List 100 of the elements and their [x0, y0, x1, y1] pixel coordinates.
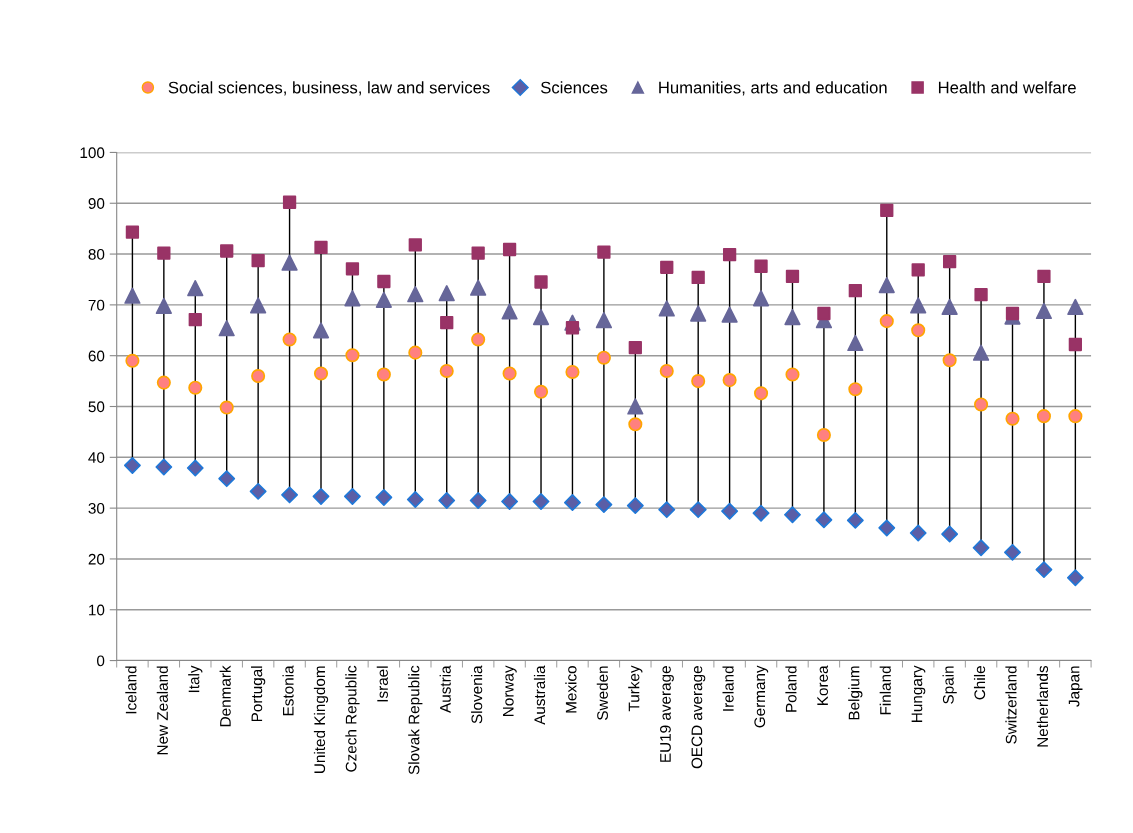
point: [752, 290, 770, 307]
point: [816, 427, 831, 443]
y-tick-label: 60: [88, 350, 105, 362]
point: [155, 458, 173, 476]
point: [941, 525, 959, 543]
point: [974, 397, 989, 412]
y-tick-label: 20: [88, 553, 105, 565]
x-tick-label: Slovak Republic: [408, 665, 423, 775]
x-tick-label: Australia: [533, 665, 546, 725]
point: [281, 486, 299, 504]
point: [345, 262, 360, 276]
point: [186, 459, 204, 477]
point: [470, 279, 487, 296]
x-tick-label: Poland: [785, 666, 797, 712]
point: [1035, 302, 1053, 320]
point: [532, 493, 550, 510]
point: [438, 492, 456, 509]
point: [251, 254, 265, 268]
point: [942, 353, 957, 368]
point: [911, 323, 926, 338]
point: [626, 497, 644, 515]
x-tick-label: Netherlands: [1036, 665, 1049, 747]
point: [157, 246, 171, 260]
point: [972, 344, 990, 361]
x-tick-label: Belgium: [848, 666, 863, 720]
point: [721, 502, 739, 520]
point: [785, 269, 800, 284]
x-tick-label: Korea: [817, 665, 829, 705]
point: [124, 287, 141, 304]
point: [376, 367, 391, 382]
point: [249, 482, 267, 500]
x-tick-label: Italy: [188, 665, 203, 693]
point: [314, 240, 328, 255]
legend-label: Humanities, arts and education: [659, 81, 887, 96]
x-tick-label: Switzerland: [1005, 666, 1017, 744]
point: [847, 334, 864, 352]
point: [408, 345, 423, 360]
point: [909, 524, 927, 542]
x-tick-label: Austria: [439, 665, 451, 713]
x-tick-label: Turkey: [628, 665, 643, 712]
point: [440, 316, 454, 330]
x-tick-label: Chile: [973, 666, 986, 700]
y-tick-label: 90: [88, 198, 105, 209]
point: [501, 303, 518, 320]
point: [784, 506, 801, 524]
legend-label: Social sciences, business, law and services: [168, 81, 490, 96]
point: [597, 245, 611, 259]
point: [564, 494, 581, 511]
point: [502, 366, 517, 381]
point: [1067, 298, 1084, 316]
x-tick-label: Estonia: [282, 665, 294, 716]
y-tick-label: 70: [88, 299, 105, 311]
point: [1005, 306, 1020, 321]
point: [377, 274, 391, 289]
point: [250, 297, 267, 314]
point: [218, 320, 235, 337]
point: [878, 519, 896, 537]
point: [1068, 409, 1083, 424]
point: [722, 373, 737, 388]
x-tick-label: Japan: [1068, 666, 1083, 707]
point: [343, 488, 361, 505]
x-tick-label: Mexico: [565, 666, 577, 713]
point: [188, 312, 202, 327]
point: [846, 511, 864, 529]
point: [660, 260, 674, 274]
point: [534, 275, 548, 289]
x-tick-label: Denmark: [219, 665, 231, 727]
point: [784, 308, 801, 326]
point: [628, 340, 642, 355]
point: [1068, 337, 1083, 352]
point: [690, 305, 707, 322]
point: [282, 195, 297, 209]
point: [375, 489, 393, 506]
point: [187, 279, 204, 297]
point: [721, 306, 738, 323]
point: [125, 353, 140, 368]
y-tick-label: 0: [96, 655, 105, 667]
legend-label: Health and welfare: [938, 81, 1076, 94]
point: [659, 363, 674, 378]
point: [406, 491, 424, 508]
x-tick-label: OECD average: [691, 666, 706, 769]
x-tick-label: United Kingdom: [313, 666, 329, 773]
x-tick-label: Finland: [879, 666, 891, 715]
y-tick-label: 100: [80, 147, 105, 159]
point: [879, 314, 894, 329]
x-tick-label: Portugal: [251, 666, 266, 722]
point: [817, 306, 831, 321]
point: [972, 539, 990, 557]
point: [156, 375, 171, 390]
point: [974, 288, 988, 302]
point: [533, 384, 549, 399]
point: [282, 332, 297, 347]
x-tick-label: Spain: [942, 666, 957, 704]
point: [595, 496, 613, 514]
point: [439, 363, 454, 378]
point: [754, 386, 769, 401]
point: [658, 501, 676, 519]
x-tick-label: EU19 average: [660, 666, 674, 762]
point: [218, 470, 236, 488]
point: [815, 511, 833, 529]
